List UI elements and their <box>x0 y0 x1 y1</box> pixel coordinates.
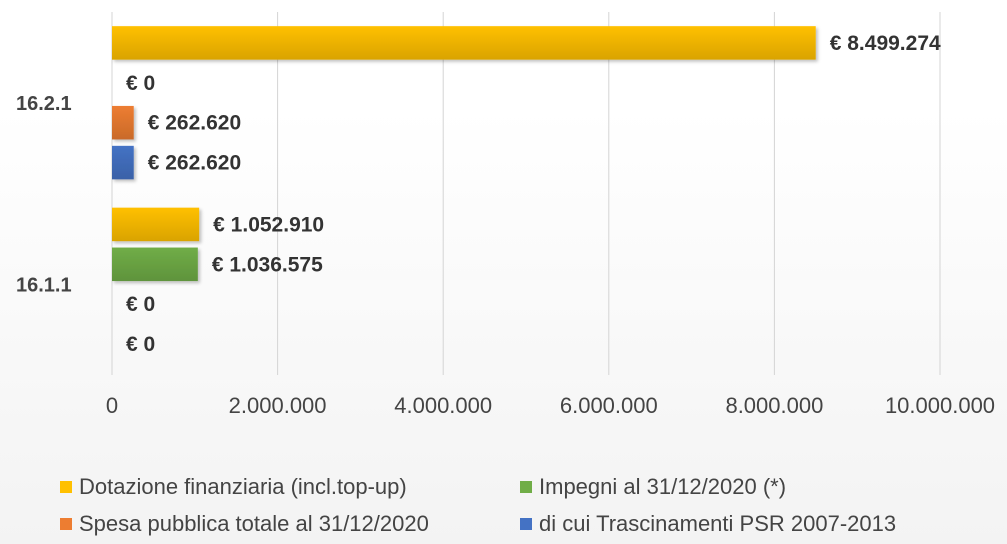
legend-label: Dotazione finanziaria (incl.top-up) <box>79 473 407 499</box>
legend-item: di cui Trascinamenti PSR 2007-2013 <box>520 505 896 542</box>
data-label: € 0 <box>126 72 155 95</box>
x-tick-label: 6.000.000 <box>560 393 658 418</box>
data-labels: € 8.499.274 € 0 € 262.620 € 262.620 € 1.052.… <box>126 32 941 356</box>
data-label: € 1.052.910 <box>213 213 324 236</box>
data-label: € 262.620 <box>148 152 241 175</box>
legend-label: Spesa pubblica totale al 31/12/2020 <box>79 510 429 536</box>
legend-swatch <box>60 480 72 493</box>
bar <box>112 26 816 60</box>
x-tick-label: 0 <box>106 393 118 418</box>
gridlines <box>111 12 941 375</box>
legend-swatch <box>60 517 72 530</box>
x-tick-label: 2.000.000 <box>229 393 327 418</box>
x-tick-label: 8.000.000 <box>725 393 823 418</box>
x-axis-tick-labels: 0 2.000.000 4.000.000 6.000.000 8.000.000 10.… <box>106 393 995 418</box>
data-label: € 8.499.274 <box>830 32 941 55</box>
category-label: 16.2.1 <box>16 93 72 115</box>
data-label: € 1.036.575 <box>212 253 323 276</box>
category-labels: 16.2.1 16.1.1 <box>16 93 72 297</box>
x-tick-label: 4.000.000 <box>394 393 492 418</box>
bar-chart: € 8.499.274 € 0 € 262.620 € 262.620 € 1.052.… <box>16 12 995 418</box>
legend: Dotazione finanziaria (incl.top-up) Impeg… <box>60 468 1000 542</box>
bar <box>112 207 200 242</box>
x-tick-label: 10.000.000 <box>885 393 995 418</box>
legend-item: Spesa pubblica totale al 31/12/2020 <box>60 505 520 542</box>
bar <box>112 247 198 282</box>
category-label: 16.1.1 <box>16 274 72 296</box>
legend-label: di cui Trascinamenti PSR 2007-2013 <box>539 510 897 536</box>
data-label: € 0 <box>126 333 155 356</box>
data-label: € 262.620 <box>148 112 241 135</box>
legend-swatch <box>520 517 532 530</box>
legend-label: Impegni al 31/12/2020 (*) <box>539 473 787 499</box>
legend-swatch <box>520 480 532 493</box>
legend-item: Impegni al 31/12/2020 (*) <box>520 468 786 505</box>
bars <box>112 26 816 282</box>
data-label: € 0 <box>126 293 155 316</box>
bar <box>112 105 134 140</box>
bar <box>112 145 134 180</box>
legend-item: Dotazione finanziaria (incl.top-up) <box>60 468 520 505</box>
